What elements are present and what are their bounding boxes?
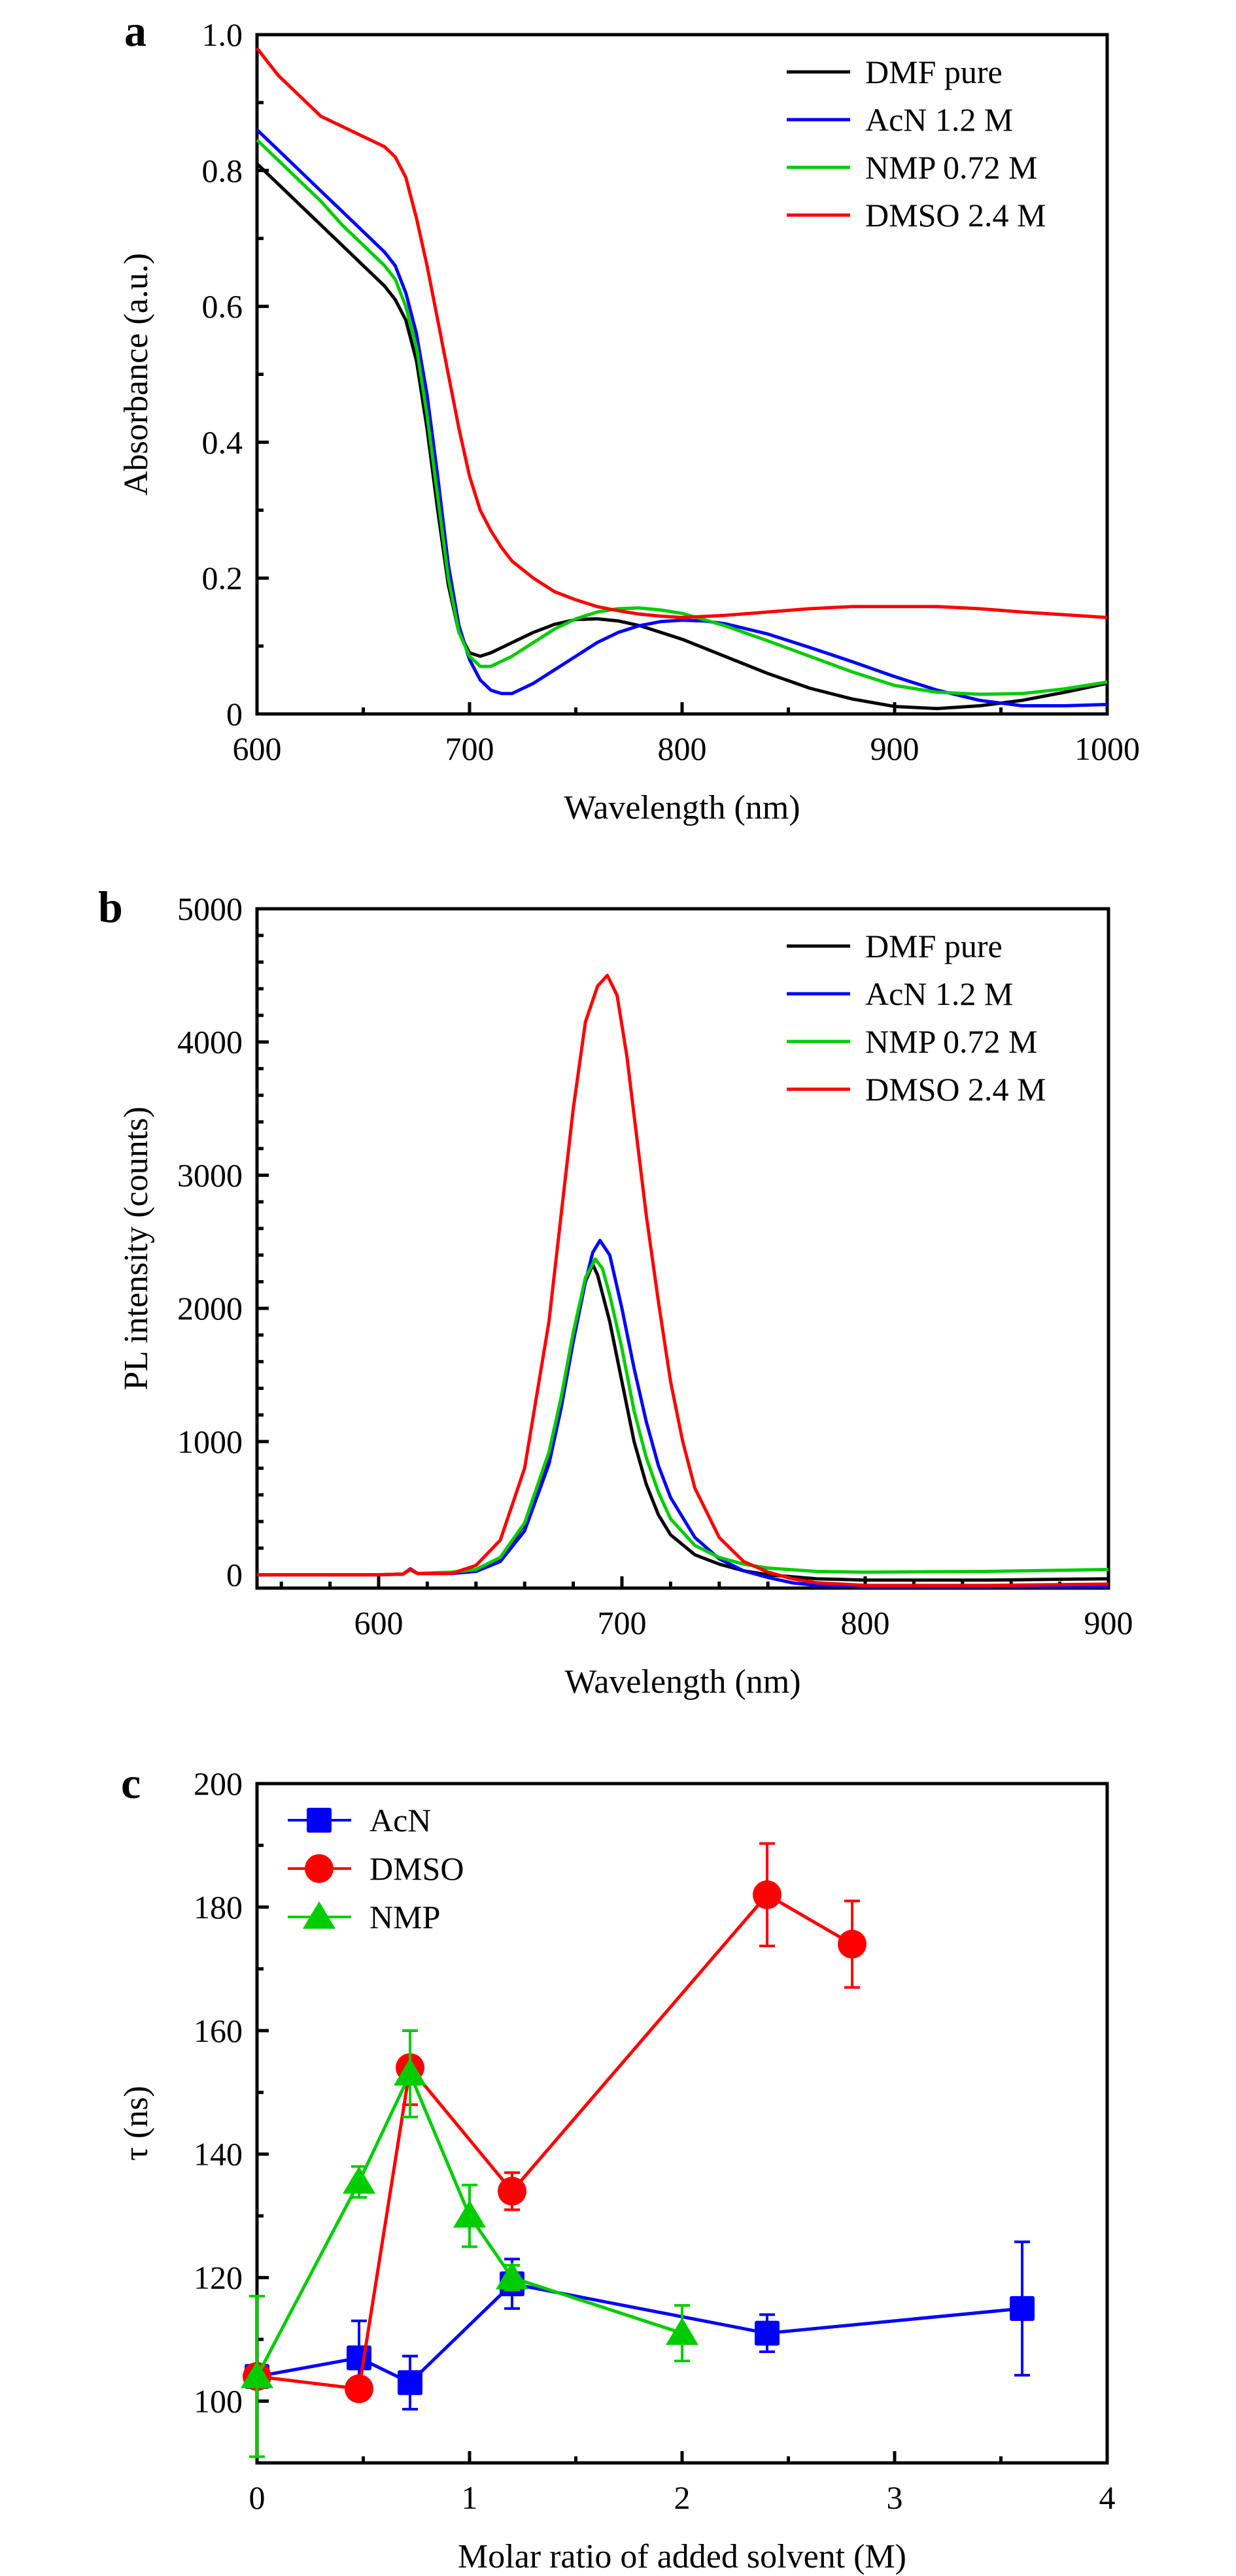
y-tick-label: 5000 bbox=[177, 890, 243, 927]
legend-marker bbox=[305, 1854, 334, 1883]
x-axis-title: Wavelength (nm) bbox=[564, 1663, 800, 1701]
x-tick-label: 900 bbox=[870, 730, 919, 767]
x-tick-label: 800 bbox=[841, 1604, 890, 1641]
panel-a-absorbance-chart: a 0 0.2 0.4 0.6 0.8 1.0 600 700 800 900 1000 Wavelen… bbox=[118, 6, 1140, 826]
y-axis-title: PL intensity (counts) bbox=[118, 1106, 155, 1390]
legend-label: AcN bbox=[369, 1802, 431, 1839]
series-line-nmp-0-72-m bbox=[256, 139, 1108, 696]
x-tick-label: 700 bbox=[598, 1604, 647, 1641]
y-axis-title: τ (ns) bbox=[118, 2086, 155, 2161]
y-tick-label: 3000 bbox=[177, 1157, 243, 1193]
plot-frame bbox=[255, 907, 1110, 1590]
data-point-dmso bbox=[498, 2177, 526, 2206]
y-axis-title: Absorbance (a.u.) bbox=[118, 253, 155, 496]
y-tick-label: 100 bbox=[194, 2383, 243, 2420]
x-axis-title: Molar ratio of added solvent (M) bbox=[458, 2538, 906, 2575]
legend-label: NMP bbox=[369, 1899, 440, 1935]
x-tick-label: 600 bbox=[354, 1604, 403, 1641]
data-point-acn bbox=[1010, 2296, 1035, 2321]
legend-marker bbox=[307, 1808, 332, 1833]
x-tick-label: 0 bbox=[249, 2479, 266, 2516]
series-line-dmso-2-4-m bbox=[256, 47, 1108, 619]
data-point-nmp bbox=[453, 2200, 486, 2228]
x-tick-label: 1 bbox=[462, 2479, 478, 2516]
panel-letter: c bbox=[121, 1758, 141, 1808]
x-tick-label: 700 bbox=[445, 730, 494, 767]
y-tick-label: 0.2 bbox=[202, 560, 243, 596]
panel-letter: b bbox=[98, 882, 123, 932]
legend-marker bbox=[303, 1901, 335, 1929]
x-tick-label: 1000 bbox=[1074, 730, 1140, 767]
y-tick-label: 160 bbox=[194, 2012, 243, 2049]
x-tick-label: 4 bbox=[1099, 2479, 1116, 2516]
data-point-nmp bbox=[241, 2360, 273, 2388]
x-axis-title: Wavelength (nm) bbox=[564, 789, 800, 826]
y-tick-label: 120 bbox=[194, 2260, 243, 2296]
legend-label: DMSO bbox=[369, 1850, 464, 1887]
data-point-nmp bbox=[666, 2317, 698, 2345]
y-tick-label: 0.6 bbox=[202, 288, 243, 325]
series-line-nmp bbox=[255, 2069, 683, 2377]
data-point-acn bbox=[755, 2320, 780, 2346]
data-point-acn bbox=[398, 2370, 422, 2396]
x-tick-label: 3 bbox=[887, 2479, 903, 2516]
y-tick-label: 2000 bbox=[177, 1290, 243, 1327]
y-tick-label: 0.8 bbox=[202, 152, 243, 189]
y-tick-label: 180 bbox=[194, 1889, 243, 1925]
legend-label: NMP 0.72 M bbox=[865, 1023, 1037, 1060]
panel-letter: a bbox=[124, 6, 146, 56]
legend-label: AcN 1.2 M bbox=[865, 975, 1013, 1012]
series-line-acn-1-2-m bbox=[256, 128, 1108, 707]
legend-label: DMSO 2.4 M bbox=[865, 1071, 1046, 1108]
y-tick-label: 1000 bbox=[177, 1423, 243, 1460]
series-line-dmso-2-4-m bbox=[257, 974, 1109, 1587]
data-point-dmso bbox=[345, 2374, 373, 2403]
legend-label: DMF pure bbox=[865, 928, 1003, 964]
x-tick-label: 2 bbox=[674, 2479, 691, 2516]
y-tick-label: 0 bbox=[226, 696, 243, 732]
series-line-dmso bbox=[256, 1892, 853, 2391]
series-line-acn-1-2-m bbox=[257, 1238, 1108, 1589]
series-line-dmf-pure bbox=[256, 162, 1108, 711]
legend-label: DMSO 2.4 M bbox=[865, 197, 1046, 233]
y-tick-label: 0 bbox=[226, 1557, 243, 1593]
series-line-nmp-0-72-m bbox=[257, 1257, 1109, 1577]
y-tick-label: 0.4 bbox=[202, 424, 243, 460]
panel-c-lifetime-chart: c 100 120 140 160 180 200 0 1 2 3 4 Molar ratio of a… bbox=[118, 1758, 1116, 2575]
panel-b-pl-chart: b 0 1000 2000 3000 4000 5000 600 700 800 900 Wavele… bbox=[98, 882, 1133, 1701]
data-point-nmp bbox=[343, 2166, 375, 2194]
x-tick-label: 600 bbox=[233, 730, 282, 767]
x-tick-label: 900 bbox=[1084, 1604, 1133, 1641]
legend-label: AcN 1.2 M bbox=[865, 101, 1013, 138]
series-line-acn bbox=[256, 2282, 1023, 2385]
legend-label: NMP 0.72 M bbox=[865, 149, 1037, 186]
y-tick-label: 4000 bbox=[177, 1024, 243, 1060]
y-tick-label: 1.0 bbox=[202, 16, 243, 53]
data-point-nmp bbox=[496, 2262, 528, 2290]
y-tick-label: 140 bbox=[194, 2136, 243, 2173]
y-tick-label: 200 bbox=[194, 1765, 243, 1802]
data-point-nmp bbox=[394, 2058, 426, 2086]
x-tick-label: 800 bbox=[658, 730, 707, 767]
data-point-dmso bbox=[753, 1880, 781, 1910]
legend-label: DMF pure bbox=[865, 54, 1003, 90]
data-point-dmso bbox=[838, 1929, 867, 1959]
data-point-acn bbox=[347, 2345, 371, 2371]
